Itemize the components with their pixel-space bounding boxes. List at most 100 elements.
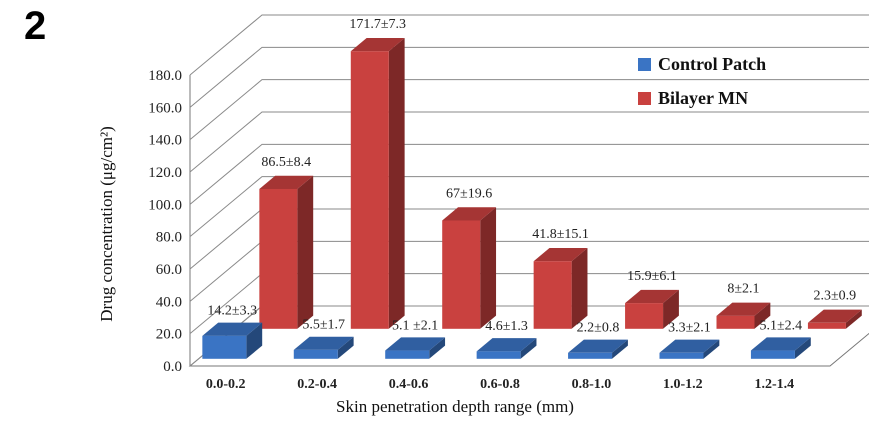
bar-front [442,220,481,329]
x-tick-label: 1.2-1.4 [754,377,794,392]
bar [259,175,314,329]
x-tick-label: 1.0-1.2 [663,377,703,392]
bar [385,337,446,359]
bar-side [520,338,537,359]
legend-swatch [638,92,651,105]
y-axis-title: Drug concentration (μg/cm²) [97,126,116,321]
data-label: 2.3±0.9 [814,289,857,304]
bar-top [202,322,263,336]
bar [442,207,497,329]
x-tick-label: 0.6-0.8 [480,377,520,392]
bar-front [716,315,755,329]
data-label: 5.1 ±2.1 [392,318,438,333]
bar-side [754,302,771,329]
bar-top [533,248,588,262]
bar-front [350,51,389,329]
y-tick-label: 40.0 [156,294,182,310]
y-tick-label: 120.0 [148,165,182,181]
bar-front [750,350,795,359]
bar-side [297,175,314,329]
gridline [189,176,869,238]
x-tick-label: 0.2-0.4 [297,377,337,392]
bar-top [259,175,314,189]
data-label: 2.2±0.8 [577,321,620,336]
bar-front [625,303,664,329]
y-tick-label: 180.0 [148,68,182,84]
bar-side [612,339,628,359]
gridline [189,111,869,173]
gridline [189,143,869,205]
legend-label: Bilayer MN [658,88,748,108]
bar-top [716,302,771,316]
bar [625,289,679,329]
bar-side [571,248,588,329]
bar-top [659,339,720,353]
bar [350,38,405,329]
panel-label: 2 [24,4,47,48]
bar-front [807,322,846,329]
y-tick-label: 20.0 [156,327,182,343]
y-tick-label: 60.0 [156,262,182,278]
gridline [189,46,869,108]
bar [568,339,628,359]
bar-top [476,338,537,352]
bar-side [388,38,405,329]
x-tick-label: 0.0-0.2 [206,377,246,392]
data-label: 14.2±3.3 [207,304,257,319]
bar-front [533,261,572,329]
bar-top [568,339,628,353]
y-tick-label: 160.0 [148,100,182,116]
bar-side [703,339,720,359]
data-label: 8±2.1 [727,282,759,297]
data-label: 171.7±7.3 [349,17,406,32]
x-tick-label: 0.8-1.0 [572,377,612,392]
legend-item: Bilayer MN [638,88,748,108]
bar-front [476,351,521,359]
bar-side [663,289,679,329]
bar-side [337,336,354,359]
bar-side [429,337,446,359]
bars [202,38,862,359]
data-label: 15.9±6.1 [627,269,677,284]
bar-front [293,349,338,359]
bar-front [259,188,298,329]
y-tick-labels: 0.0 20.0 40.0 60.0 80.0 100.0 120.0 140.0 160.0 1… [148,68,182,375]
bar-side [480,207,497,329]
bar-top [750,337,811,351]
bar-top [625,289,679,304]
bar-top [350,38,405,52]
bar-side [845,309,862,329]
bar-side [246,322,263,359]
gridline [189,79,869,141]
y-tick-label: 0.0 [163,359,182,375]
bar-front [659,352,704,359]
gridline [189,14,869,76]
bar-top [385,337,446,351]
y-tick-label: 80.0 [156,230,182,246]
data-labels: 86.5±8.4 171.7±7.3 67±19.6 41.8±15.1 15.9±6.… [207,17,856,336]
data-label: 41.8±15.1 [532,227,589,242]
bar-front [202,335,247,359]
bar-top [293,336,354,350]
bar [659,339,720,359]
bar-front [385,350,430,359]
bar [293,336,354,359]
bar [202,322,263,359]
legend-swatch [638,58,651,71]
bar [716,302,771,329]
bar [533,248,588,329]
bar-side [794,337,811,359]
legend-label: Control Patch [658,54,766,74]
data-label: 4.6±1.3 [485,319,528,334]
x-axis-title: Skin penetration depth range (mm) [336,397,574,416]
bar [476,338,537,359]
data-label: 67±19.6 [446,186,492,201]
x-tick-labels: 0.0-0.2 0.2-0.4 0.4-0.6 0.6-0.8 0.8-1.0 1.0-1… [206,377,794,392]
data-label: 86.5±8.4 [261,155,311,170]
x-tick-label: 0.4-0.6 [389,377,429,392]
y-tick-label: 100.0 [148,197,182,213]
bar [807,309,862,329]
bar-front [568,352,613,359]
